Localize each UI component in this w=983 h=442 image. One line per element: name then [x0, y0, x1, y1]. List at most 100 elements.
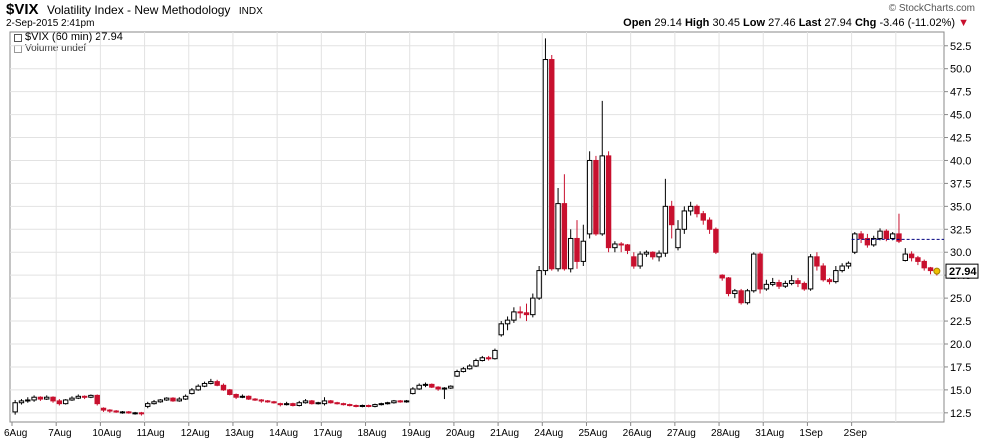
candle-body	[113, 410, 119, 413]
y-tick-label: 45.0	[950, 110, 971, 122]
candle-body	[321, 400, 328, 405]
candle-body	[81, 395, 88, 398]
candle-body	[466, 365, 473, 370]
quote-bar: Open 29.14 High 30.45 Low 27.46 Last 27.…	[623, 17, 969, 29]
candle-body	[214, 381, 220, 386]
x-tick-label: 28Aug	[711, 428, 740, 439]
candle-body	[637, 253, 643, 267]
candle-body	[530, 297, 536, 316]
legend-volume-label: Volume undef	[25, 43, 87, 54]
x-tick-label: 17Aug	[313, 428, 342, 439]
candle-body	[50, 396, 56, 402]
candle-body	[921, 260, 927, 269]
candle-body	[302, 400, 309, 404]
x-tick-label: 7Aug	[48, 428, 71, 439]
candle-body	[738, 290, 744, 304]
candle-body	[258, 399, 265, 402]
candle-body	[138, 412, 145, 415]
x-tick-label: 25Aug	[578, 428, 607, 439]
candle-body	[208, 381, 214, 384]
candle-body	[448, 385, 454, 389]
candle-body	[473, 360, 479, 367]
open-label: Open	[623, 17, 652, 29]
candle-body	[498, 323, 504, 336]
x-tick-label: 2Sep	[844, 428, 868, 439]
candle-body	[277, 403, 284, 406]
candle-body	[94, 394, 100, 405]
y-tick-label: 47.5	[950, 87, 971, 99]
candle-body	[132, 412, 138, 415]
candle-body	[62, 399, 69, 405]
candle-body	[182, 395, 189, 400]
symbol-label: $VIX	[6, 1, 39, 18]
candle-body	[877, 230, 883, 239]
y-tick-label: 15.0	[950, 385, 971, 397]
last-value-box	[945, 263, 979, 279]
candle-body	[201, 382, 208, 387]
candle-body	[612, 243, 618, 249]
candle-body	[902, 253, 908, 261]
low-value: 27.46	[768, 17, 796, 29]
candle-body	[378, 403, 385, 406]
x-tick-label: 21Aug	[490, 428, 519, 439]
candle-body	[719, 274, 725, 279]
x-tick-label: 13Aug	[225, 428, 254, 439]
candle-body	[410, 388, 416, 395]
candle-body	[315, 402, 321, 405]
candle-swatch-icon	[14, 33, 22, 42]
candle-body	[694, 205, 700, 215]
candle-body	[757, 253, 763, 290]
candle-body	[599, 155, 605, 235]
candle-body	[517, 311, 523, 314]
candle-body	[227, 389, 233, 395]
candle-body	[586, 159, 593, 235]
candle-body	[485, 357, 492, 360]
candle-body	[820, 265, 826, 281]
candle-body	[492, 349, 498, 360]
y-tick-label: 40.0	[950, 155, 971, 167]
candle-body	[852, 233, 858, 253]
candle-body	[37, 396, 44, 400]
candle-body	[536, 270, 542, 299]
candle-body	[176, 398, 183, 402]
candle-body	[334, 402, 340, 405]
candle-body	[100, 407, 107, 411]
candle-body	[151, 401, 157, 405]
candle-body	[246, 395, 252, 400]
candle-body	[871, 237, 877, 246]
brand-label[interactable]: © StockCharts.com	[888, 3, 975, 14]
candle-body	[776, 282, 782, 287]
candle-body	[883, 230, 890, 239]
y-tick-label: 25.0	[950, 293, 971, 305]
open-value: 29.14	[654, 17, 682, 29]
candle-body	[542, 59, 549, 272]
x-tick-label: 20Aug	[446, 428, 475, 439]
x-tick-label: 14Aug	[269, 428, 298, 439]
y-tick-label: 12.5	[950, 408, 971, 420]
last-value: 27.94	[824, 17, 852, 29]
candle-body	[195, 385, 201, 391]
candle-body	[157, 399, 164, 403]
candle-body	[643, 251, 650, 255]
x-tick-label: 31Aug	[755, 428, 784, 439]
last-value-label: 27.94	[949, 266, 977, 278]
candle-body	[706, 219, 713, 230]
candle-body	[826, 279, 833, 283]
candle-body	[264, 400, 271, 403]
candle-body	[624, 244, 631, 251]
candle-body	[889, 233, 896, 239]
candle-body	[391, 400, 397, 404]
candle-body	[845, 262, 852, 267]
candle-body	[416, 384, 422, 390]
candle-body	[328, 400, 334, 404]
candle-body	[839, 265, 845, 272]
y-tick-label: 37.5	[950, 178, 971, 190]
chart-legend: $VIX (60 min) 27.94 Volume undef	[14, 32, 123, 54]
candle-body	[31, 396, 37, 401]
chg-value: -3.46 (-11.02%)	[879, 17, 956, 29]
x-tick-label: 24Aug	[534, 428, 563, 439]
candle-body	[504, 319, 511, 325]
candle-body	[656, 252, 662, 258]
candle-body	[618, 243, 624, 246]
y-tick-label: 30.0	[950, 247, 971, 259]
